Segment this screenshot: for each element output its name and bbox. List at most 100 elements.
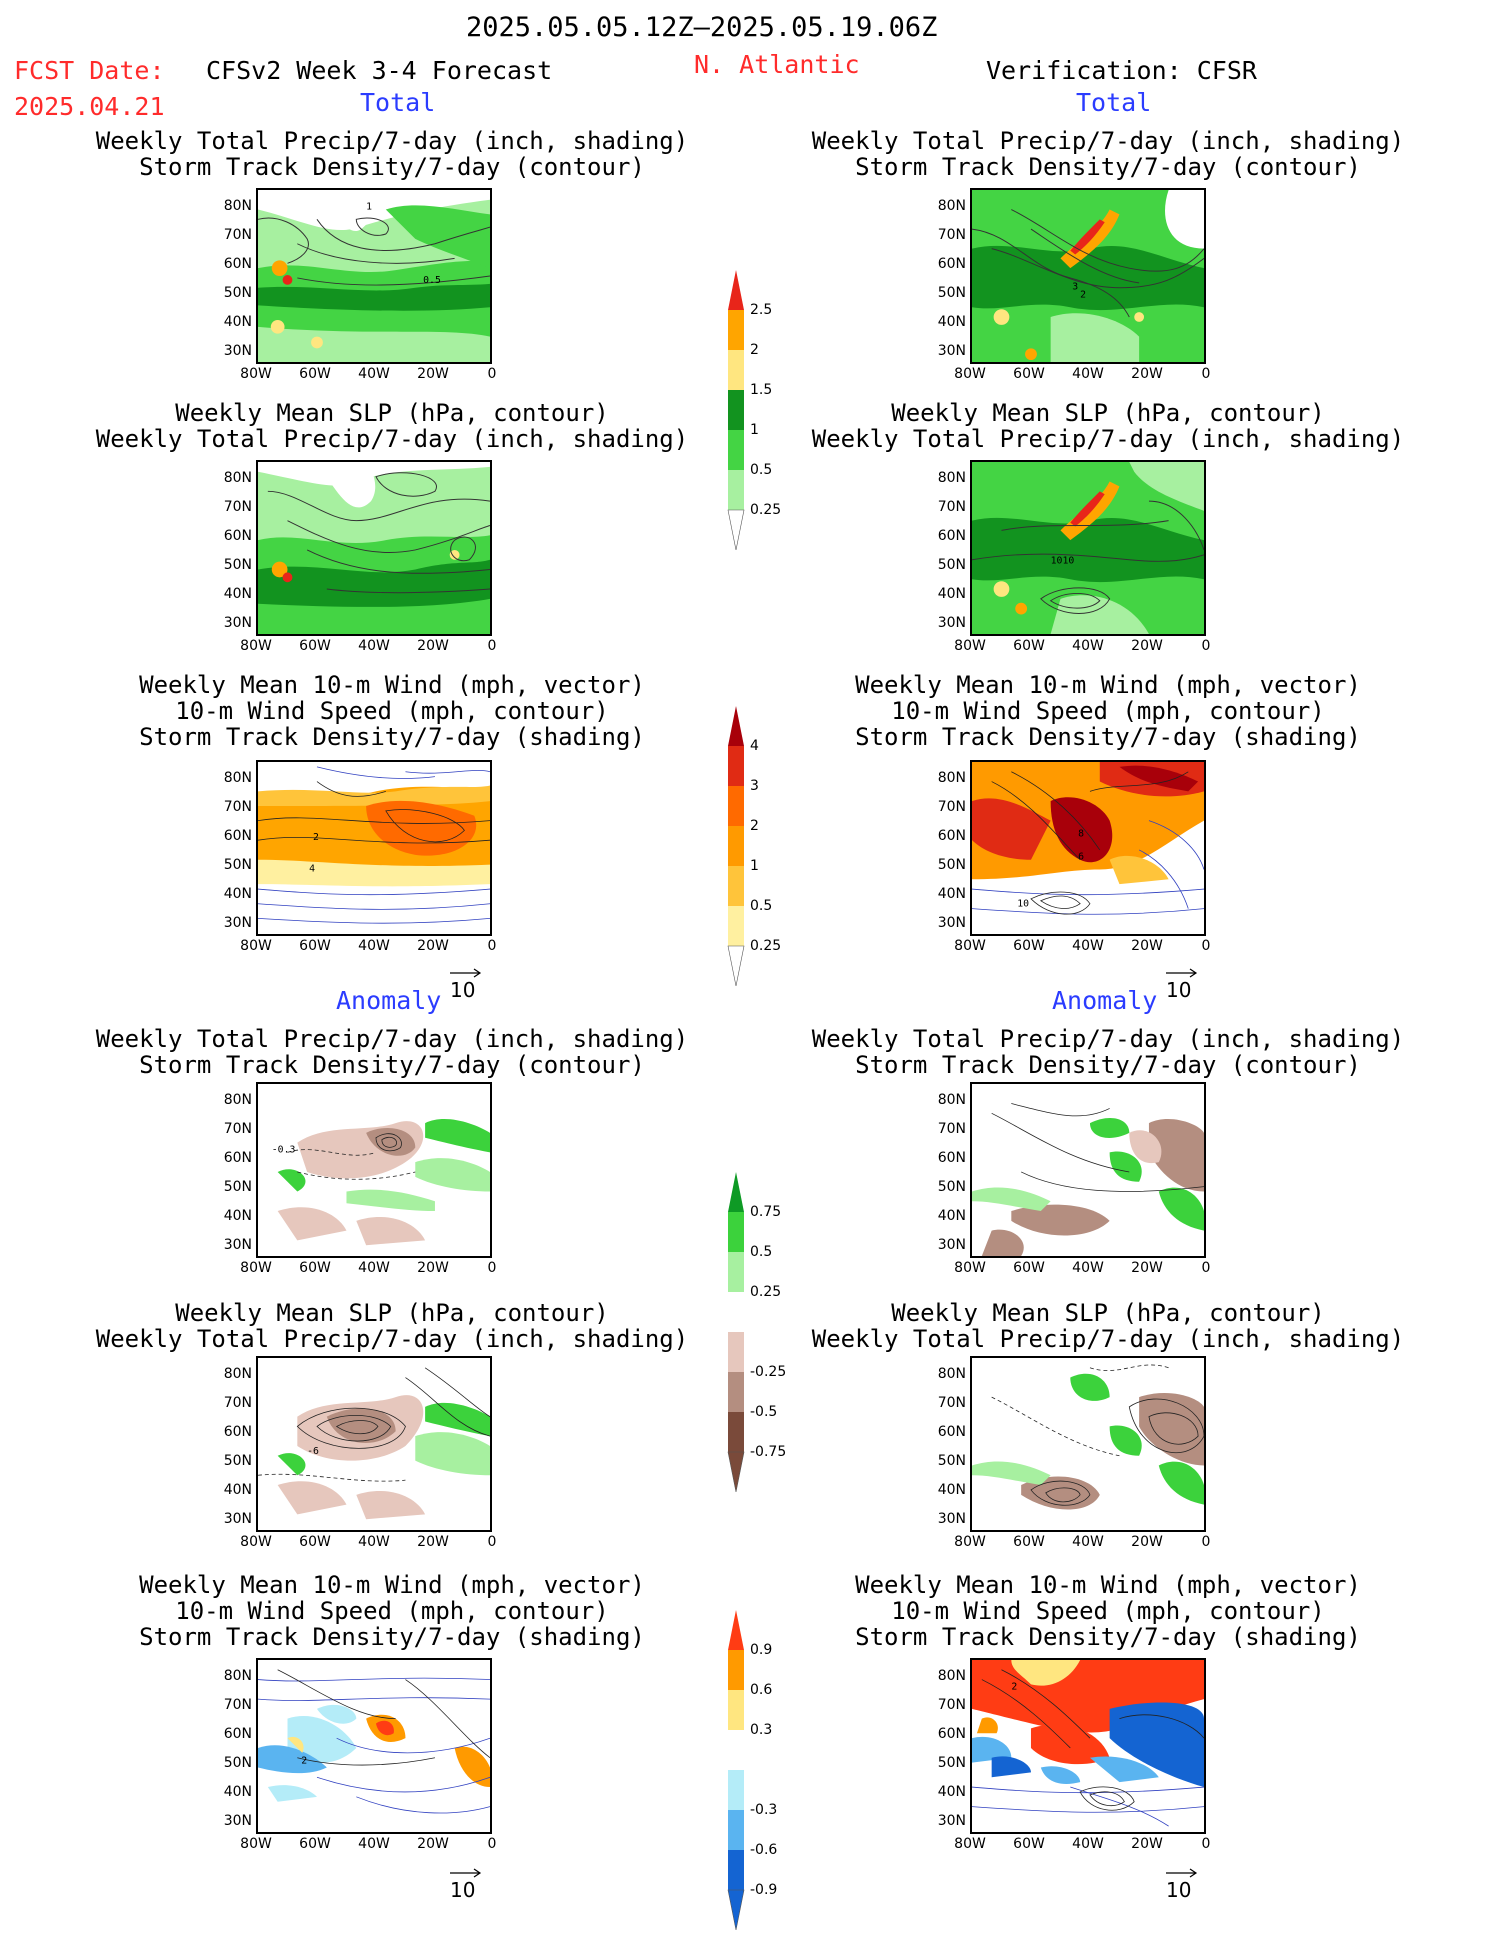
- colorbar-label: 4: [750, 738, 759, 754]
- colorbar-graphic: [727, 1610, 745, 1931]
- colorbar-bottom-arrow: [727, 1451, 745, 1493]
- colorbar-label: 2: [750, 818, 759, 834]
- lat-tick-label: 50N: [223, 1179, 252, 1195]
- colorbar-label: 0.5: [750, 462, 773, 478]
- lat-tick-label: 80N: [937, 770, 966, 786]
- colorbar-label: 0.25: [750, 502, 782, 518]
- lon-tick-label: 60W: [299, 366, 331, 382]
- lat-tick-label: 40N: [937, 886, 966, 902]
- colorbar-label: 3: [750, 778, 759, 794]
- contour-label: 10: [1017, 899, 1029, 910]
- lon-tick-label: 20W: [1131, 1836, 1163, 1852]
- colorbar-segment: [728, 1212, 744, 1252]
- lat-tick-label: 60N: [223, 828, 252, 844]
- lat-tick-label: 30N: [937, 1511, 966, 1527]
- lat-tick-label: 80N: [223, 1366, 252, 1382]
- lon-tick-label: 20W: [417, 1836, 449, 1852]
- verification-title: Verification: CFSR: [986, 56, 1257, 85]
- lat-tick-label: 30N: [223, 343, 252, 359]
- lon-tick-label: 20W: [417, 366, 449, 382]
- lon-tick-label: 40W: [1072, 1836, 1104, 1852]
- lat-tick-label: 80N: [937, 470, 966, 486]
- colorbar-top-arrow: [728, 1172, 744, 1212]
- title-line: Weekly Total Precip/7-day (inch, shading…: [95, 1025, 689, 1053]
- title-l6: Weekly Mean 10-m Wind (mph, vector) 10-m…: [52, 1572, 732, 1650]
- lat-tick-label: 60N: [223, 1726, 252, 1742]
- colorbar-label: -0.9: [750, 1882, 778, 1898]
- total-label-right: Total: [1076, 88, 1152, 117]
- colorbar-storm-total: 4 3 2 1 0.5 0.25: [724, 706, 781, 990]
- colorbar-graphic: [727, 270, 745, 551]
- colorbar-storm-anomaly: 0.9 0.6 0.3 -0.3 -0.6 -0.9: [724, 1610, 777, 1934]
- contour-label: 2: [313, 832, 319, 843]
- colorbar-precip-total: 2.5 2 1.5 1 0.5 0.25: [724, 270, 781, 554]
- lon-tick-label: 80W: [954, 366, 986, 382]
- title-line: 10-m Wind Speed (mph, contour): [175, 697, 609, 725]
- map-forecast-slp-precip-anomaly: -6: [256, 1356, 492, 1532]
- map-forecast-wind-storm-anomaly: 2: [256, 1658, 492, 1834]
- title-line: Weekly Mean SLP (hPa, contour): [175, 1299, 609, 1327]
- title-line: Weekly Mean SLP (hPa, contour): [891, 1299, 1325, 1327]
- lon-tick-label: 80W: [954, 1260, 986, 1276]
- colorbar-segment: [728, 1412, 744, 1452]
- title-line: Weekly Mean SLP (hPa, contour): [175, 399, 609, 427]
- lat-tick-label: 80N: [937, 198, 966, 214]
- title-line: Weekly Total Precip/7-day (inch, shading…: [95, 127, 689, 155]
- lon-tick-label: 0: [1201, 638, 1211, 654]
- anomaly-label-left: Anomaly: [336, 986, 442, 1015]
- lat-tick-label: 60N: [223, 256, 252, 272]
- colorbar-segment: [728, 390, 744, 430]
- colorbar-segment: [728, 310, 744, 350]
- title-line: Weekly Mean SLP (hPa, contour): [891, 399, 1325, 427]
- lat-tick-label: 40N: [223, 1208, 252, 1224]
- title-l4: Weekly Total Precip/7-day (inch, shading…: [52, 1026, 732, 1078]
- vector-ref-r6: 10: [1166, 1860, 1198, 1902]
- title-line: Storm Track Density/7-day (shading): [139, 723, 645, 751]
- lon-tick-label: 20W: [417, 938, 449, 954]
- lat-tick-label: 70N: [223, 499, 252, 515]
- contour-label: 4: [309, 863, 315, 874]
- colorbar-segment: [728, 1810, 744, 1850]
- title-line: 10-m Wind Speed (mph, contour): [175, 1597, 609, 1625]
- lon-tick-label: 80W: [240, 938, 272, 954]
- lon-tick-label: 80W: [954, 1836, 986, 1852]
- lat-tick-label: 80N: [937, 1092, 966, 1108]
- lon-tick-label: 60W: [299, 1534, 331, 1550]
- lat-tick-label: 40N: [223, 1784, 252, 1800]
- vector-ref-l6: 10: [450, 1860, 482, 1902]
- lat-tick-label: 80N: [223, 1092, 252, 1108]
- title-l2: Weekly Mean SLP (hPa, contour) Weekly To…: [52, 400, 732, 452]
- lat-tick-label: 50N: [937, 285, 966, 301]
- vector-ref-value: 10: [450, 1878, 476, 1902]
- colorbar-segment: [728, 786, 744, 826]
- colorbar-segment: [728, 866, 744, 906]
- colorbar-label: 0.5: [750, 1244, 773, 1260]
- contour-label: 8: [1078, 828, 1084, 839]
- lon-tick-label: 40W: [358, 1836, 390, 1852]
- contour-label: 1010: [1051, 556, 1075, 567]
- lon-tick-label: 60W: [1013, 1260, 1045, 1276]
- contour-label: -0.3: [272, 1144, 296, 1155]
- colorbar-top-arrow: [728, 1610, 744, 1650]
- title-line: Weekly Total Precip/7-day (inch, shading…: [811, 425, 1405, 453]
- lon-tick-label: 40W: [1072, 1260, 1104, 1276]
- lat-tick-label: 70N: [937, 1697, 966, 1713]
- lon-tick-label: 80W: [954, 938, 986, 954]
- vector-arrow-icon: [1166, 968, 1198, 978]
- lat-tick-label: 60N: [937, 1150, 966, 1166]
- lat-tick-label: 30N: [937, 1813, 966, 1829]
- lat-tick-label: 80N: [223, 470, 252, 486]
- map-forecast-precip-storm: 1 0.5: [256, 188, 492, 364]
- lat-tick-label: 50N: [223, 1453, 252, 1469]
- colorbar-label: 1.5: [750, 382, 773, 398]
- lat-tick-label: 70N: [937, 1395, 966, 1411]
- title-line: Weekly Total Precip/7-day (inch, shading…: [95, 1325, 689, 1353]
- lon-tick-label: 80W: [240, 1836, 272, 1852]
- colorbar-segment: [728, 350, 744, 390]
- title-line: Weekly Total Precip/7-day (inch, shading…: [95, 425, 689, 453]
- lat-tick-label: 40N: [223, 886, 252, 902]
- title-r2: Weekly Mean SLP (hPa, contour) Weekly To…: [768, 400, 1448, 452]
- lon-tick-label: 20W: [1131, 1534, 1163, 1550]
- vector-ref-value: 10: [1166, 1878, 1192, 1902]
- colorbar-segment: [728, 1850, 744, 1890]
